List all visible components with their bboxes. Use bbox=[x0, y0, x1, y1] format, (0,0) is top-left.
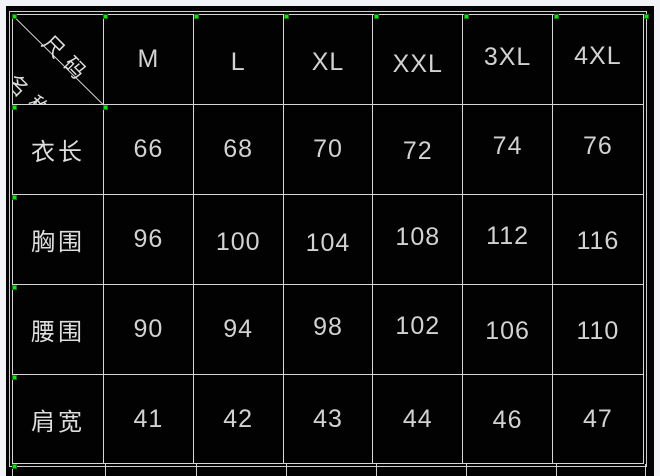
grid-line-stub bbox=[286, 464, 287, 476]
value-cell: 96 bbox=[104, 195, 194, 285]
column-header-3xl: 3XL bbox=[463, 15, 553, 105]
selection-grip[interactable] bbox=[12, 464, 17, 469]
value-cell: 47 bbox=[582, 404, 613, 433]
corner-label-name: 名称 bbox=[13, 70, 60, 105]
value-cell: 104 bbox=[283, 195, 374, 285]
value-cell: 41 bbox=[104, 375, 194, 463]
value-cell: 74 bbox=[463, 105, 553, 195]
value-cell: 100 bbox=[193, 195, 284, 285]
selection-grip[interactable] bbox=[374, 14, 379, 19]
value-cell: 108 bbox=[373, 195, 464, 285]
value-cell: 44 bbox=[373, 375, 464, 463]
value-cell: 98 bbox=[283, 285, 374, 375]
selection-grip[interactable] bbox=[12, 375, 17, 380]
grid-line-stub bbox=[105, 464, 106, 476]
column-header-l: L bbox=[193, 15, 284, 105]
value-cell: 72 bbox=[373, 105, 464, 195]
value-cell: 106 bbox=[463, 285, 553, 375]
row-label-chest: 胸围 bbox=[13, 195, 104, 285]
selection-grip[interactable] bbox=[12, 105, 17, 110]
value-cell: 102 bbox=[373, 285, 464, 375]
column-header-xl: XL bbox=[283, 15, 374, 105]
selection-grip[interactable] bbox=[12, 195, 17, 200]
size-chart-table[interactable]: 尺码 名称 M L XL XXL 3XL 4XL 衣长 66 68 70 72 … bbox=[12, 14, 644, 464]
diagonal-header-cell: 尺码 名称 bbox=[13, 15, 104, 105]
grid-line-stub bbox=[645, 464, 646, 476]
grid-line-stub bbox=[556, 464, 557, 476]
grid-line-stub bbox=[12, 464, 13, 476]
grid-line-stub bbox=[376, 464, 377, 476]
value-cell: 70 bbox=[283, 105, 374, 195]
value-cell: 116 bbox=[552, 195, 643, 285]
selection-grip[interactable] bbox=[103, 105, 108, 110]
selection-grip[interactable] bbox=[194, 14, 199, 19]
value-cell: 94 bbox=[193, 285, 284, 375]
row-label-length: 衣长 bbox=[13, 105, 104, 195]
value-cell: 76 bbox=[552, 105, 643, 195]
column-header-m: M bbox=[104, 15, 194, 105]
corner-label-size: 尺码 bbox=[37, 31, 96, 91]
grid-line-stub bbox=[196, 464, 197, 476]
value-cell: 110 bbox=[552, 285, 643, 375]
value-cell: 90 bbox=[104, 285, 194, 375]
column-header-4xl: 4XL bbox=[552, 15, 643, 105]
grid-line-stub bbox=[466, 464, 467, 476]
selection-grip[interactable] bbox=[12, 285, 17, 290]
value-cell: 46 bbox=[463, 375, 553, 463]
row-label-waist: 腰围 bbox=[13, 285, 104, 375]
selection-grip[interactable] bbox=[644, 14, 649, 19]
selection-grip[interactable] bbox=[12, 14, 17, 19]
selection-grip[interactable] bbox=[284, 14, 289, 19]
selection-grip[interactable] bbox=[464, 14, 469, 19]
selection-grip[interactable] bbox=[103, 14, 108, 19]
value-cell: 112 bbox=[463, 195, 553, 285]
column-header-xxl: XXL bbox=[373, 15, 464, 105]
value-cell: 42 bbox=[194, 375, 284, 463]
value-cell: 66 bbox=[104, 105, 194, 195]
selection-grip[interactable] bbox=[554, 14, 559, 19]
value-cell: 68 bbox=[193, 105, 284, 195]
value-cell: 43 bbox=[284, 375, 374, 463]
row-label-shoulder: 肩宽 bbox=[13, 375, 104, 463]
